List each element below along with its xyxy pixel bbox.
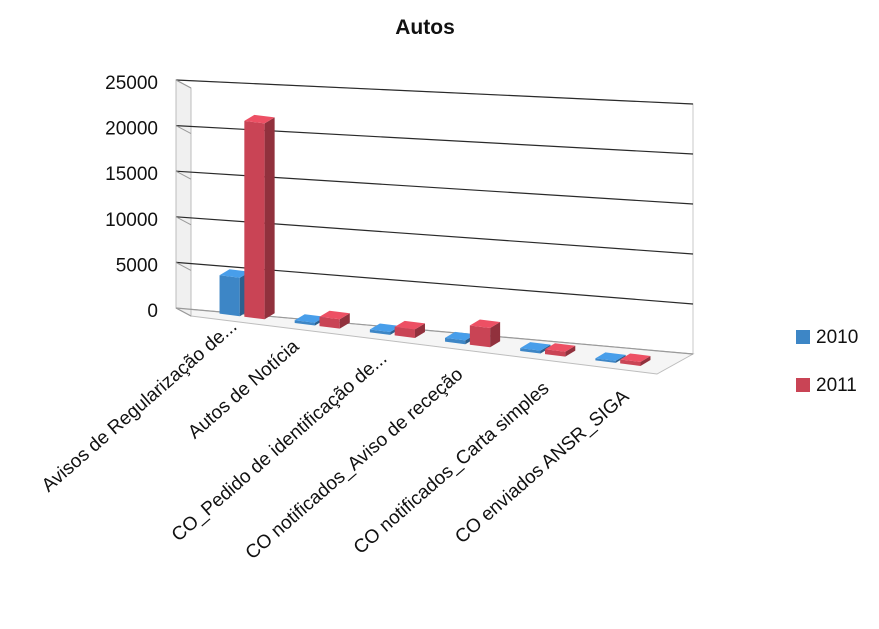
legend-label: 2010 <box>816 327 858 348</box>
bar <box>244 114 275 320</box>
gridline <box>175 79 694 105</box>
category-label: CO enviados ANSR_SIGA <box>451 386 633 548</box>
bar <box>394 320 425 338</box>
bars <box>219 114 651 366</box>
y-tick-label: 10000 <box>105 210 158 231</box>
y-tick-label: 5000 <box>116 255 158 276</box>
bar-top <box>394 320 425 330</box>
side-gridline <box>175 170 192 180</box>
bar-side <box>640 355 651 366</box>
bar-front <box>520 348 541 354</box>
bar <box>620 353 651 366</box>
bar-top <box>595 352 626 361</box>
bar-front <box>244 120 265 320</box>
bar-front <box>369 329 391 335</box>
bar-top <box>445 331 476 341</box>
y-axis-tick-labels: 0 5000 10000 15000 20000 25000 <box>105 73 158 322</box>
bar-top <box>369 323 401 333</box>
bar-side <box>339 313 350 329</box>
bar-side <box>490 322 501 348</box>
bar <box>595 352 626 363</box>
bar-top <box>520 342 551 351</box>
bar <box>545 343 576 357</box>
bar-top <box>244 114 275 124</box>
bar-top <box>469 319 501 329</box>
bar-front <box>595 358 616 363</box>
y-tick-label: 25000 <box>105 73 158 94</box>
bar <box>469 319 501 348</box>
side-gridline <box>175 79 192 89</box>
side-gridline <box>175 307 192 317</box>
bar <box>319 310 350 329</box>
bar-front <box>545 349 566 357</box>
side-gridline <box>175 261 192 271</box>
bar-front <box>319 316 340 329</box>
side-wall <box>175 79 192 317</box>
bar-front <box>294 320 315 326</box>
bar-front <box>394 326 415 338</box>
bar-top <box>620 353 651 362</box>
y-tick-label: 0 <box>147 301 158 322</box>
side-gridline <box>175 216 192 226</box>
bar <box>520 342 551 354</box>
bar-front <box>620 359 641 366</box>
bar-top <box>219 269 250 278</box>
legend-swatch <box>796 378 810 392</box>
legend-swatch <box>796 330 810 344</box>
legend-label: 2011 <box>816 375 857 396</box>
bar-front <box>219 275 240 317</box>
legend: 2010 2011 <box>796 327 858 396</box>
bar-top <box>545 343 576 352</box>
y-tick-label: 20000 <box>105 119 158 140</box>
bar-side <box>615 354 626 363</box>
plot-walls <box>175 79 695 375</box>
chart-title: Autos <box>395 16 455 39</box>
bar-side <box>264 117 275 320</box>
side-gridline <box>175 125 192 135</box>
bar-top <box>319 310 350 320</box>
y-tick-label: 15000 <box>105 164 158 185</box>
bar-side <box>565 345 576 357</box>
bar-top <box>294 314 325 323</box>
bar-side <box>414 323 425 338</box>
bar-front <box>469 325 491 348</box>
bar-front <box>445 337 466 345</box>
